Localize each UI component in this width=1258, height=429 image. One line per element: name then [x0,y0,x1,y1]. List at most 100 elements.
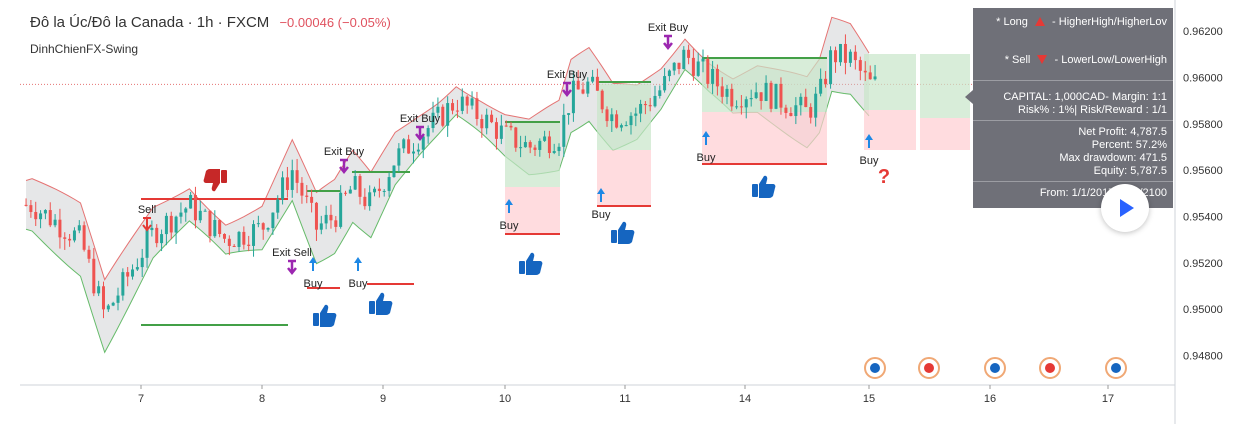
exit-arrow-icon [663,34,673,51]
thumb-base [369,301,375,314]
candle-body [29,205,33,212]
candle-body [490,114,494,123]
candle-body [82,225,86,250]
candle-body [829,50,833,85]
candle-body [824,78,828,85]
candle-body [735,106,739,108]
signal-label: Exit Buy [547,69,588,81]
exit-arrow-icon [415,125,425,142]
candle-body [68,238,72,241]
max-drawdown-text: Max drawdown: 471.5 [1059,152,1167,164]
candle-body [672,62,676,71]
candle-body [494,122,498,139]
candle-body [92,258,96,294]
y-tick-label: 0.95200 [1183,258,1223,270]
candle-body [528,142,532,148]
candle-body [605,109,609,122]
long-legend: * Long - HigherHigh/HigherLov [996,16,1167,28]
buy-arrow-icon [597,188,605,202]
x-tick-label: 16 [984,393,996,405]
candle-body [126,272,130,277]
candle-body [431,112,435,129]
candle-body [648,105,652,107]
candle-body [305,195,309,197]
candle-body [266,228,270,230]
percent-text: Percent: 57.2% [1091,139,1167,151]
candle-body [131,269,135,277]
candle-body [247,244,251,246]
timeframe[interactable]: 1h [196,14,214,31]
sell-legend: * Sell - LowerLow/LowerHigh [1004,54,1167,66]
signal-label: Buy [304,278,323,290]
candle-body [848,51,852,63]
strategy-info-panel: * Long - HigherHigh/HigherLov * Sell - L… [973,8,1173,208]
candle-body [106,305,110,310]
candle-body [300,182,304,196]
panel-divider [973,181,1173,182]
buy-arrow-icon [865,134,873,148]
candle-body [368,192,372,207]
candle-body [595,76,599,91]
signal-label: Buy [592,209,611,221]
signal-label: Buy [500,220,519,232]
candle-body [412,151,415,154]
candle-body [164,215,168,235]
candle-body [533,147,537,150]
capital-text: CAPITAL: 1,000CAD- Margin: 1:1 [1003,91,1167,103]
candle-body [135,267,139,270]
candle-body [402,139,406,149]
candle-body [715,68,719,87]
candle-body [382,190,386,192]
thumb-base [221,170,227,183]
candle-body [198,210,202,221]
candle-body [653,95,657,107]
trade-zone [864,54,916,110]
signal-label: Exit Buy [400,113,441,125]
candle-body [809,107,813,118]
candle-body [475,98,479,119]
candle-body [677,62,681,70]
trade-zone [505,187,560,234]
candle-body [470,98,474,106]
candle-body [34,211,38,220]
candle-body [543,136,547,141]
candle-body [571,80,575,114]
candle-body [720,86,724,97]
question-mark-icon: ? [878,166,890,188]
candle-body [480,118,484,129]
candle-body [691,57,695,76]
trade-zone [920,54,970,118]
candle-body [237,231,241,248]
candle-body [629,115,633,126]
y-tick-label: 0.96000 [1183,72,1223,84]
candle-body [43,210,47,214]
play-button[interactable] [1101,184,1149,232]
pair-name: Đô la Úc/Đô la Canada [30,14,184,31]
thumbs-up-icon [611,221,635,244]
candle-body [701,58,705,62]
y-tick-label: 0.94800 [1183,350,1223,362]
candle-body [285,177,289,190]
volatility-band-fill [26,17,870,353]
equity-text: Equity: 5,787.5 [1093,165,1167,177]
candle-body [441,106,445,126]
candle-body [348,189,352,194]
candle-body [523,142,527,148]
panel-divider [973,80,1173,81]
candle-body [252,224,256,246]
candle-body [281,177,285,200]
buy-arrow-icon [505,199,513,213]
candle-body [387,177,391,191]
candle-body [271,212,275,229]
candle-body [838,43,842,63]
candle-body [552,151,556,153]
candle-body [310,196,314,203]
triangle-up-icon [1034,17,1045,26]
indicator-label[interactable]: DinhChienFX-Swing [30,42,139,56]
thumb-hand [203,169,220,192]
candle-body [610,114,614,122]
candle-body [276,199,280,213]
x-tick-label: 10 [499,393,511,405]
